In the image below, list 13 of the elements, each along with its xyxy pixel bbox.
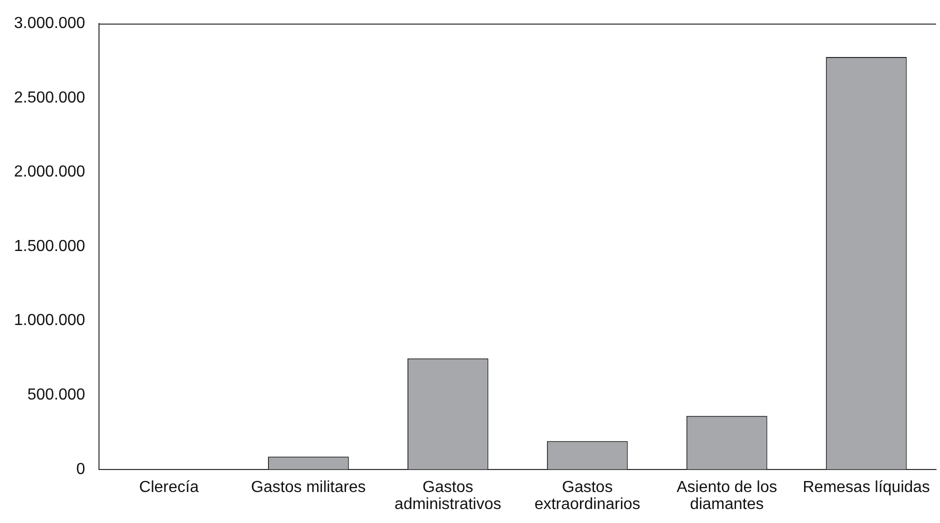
y-tick-label: 2.500.000 xyxy=(14,89,86,106)
x-tick-label: Gastos extraordinarios xyxy=(534,479,640,514)
x-tick-label: Clerecía xyxy=(139,479,199,496)
y-tick-label: 1.000.000 xyxy=(14,312,86,330)
y-tick-label: 1.500.000 xyxy=(14,238,86,255)
y-tick-label: 0 xyxy=(76,460,86,478)
y-tick-label: 2.000.000 xyxy=(14,164,86,181)
x-tick-label: Remesas líquidas xyxy=(802,479,930,496)
y-tick-label: 3.000.000 xyxy=(14,15,86,32)
x-tick-label: Gastos militares xyxy=(251,479,366,496)
y-tick-label: 500.000 xyxy=(27,386,86,404)
x-tick-label: Asiento de los diamantes xyxy=(676,479,778,514)
x-tick-label: Gastos administrativos xyxy=(394,479,502,514)
